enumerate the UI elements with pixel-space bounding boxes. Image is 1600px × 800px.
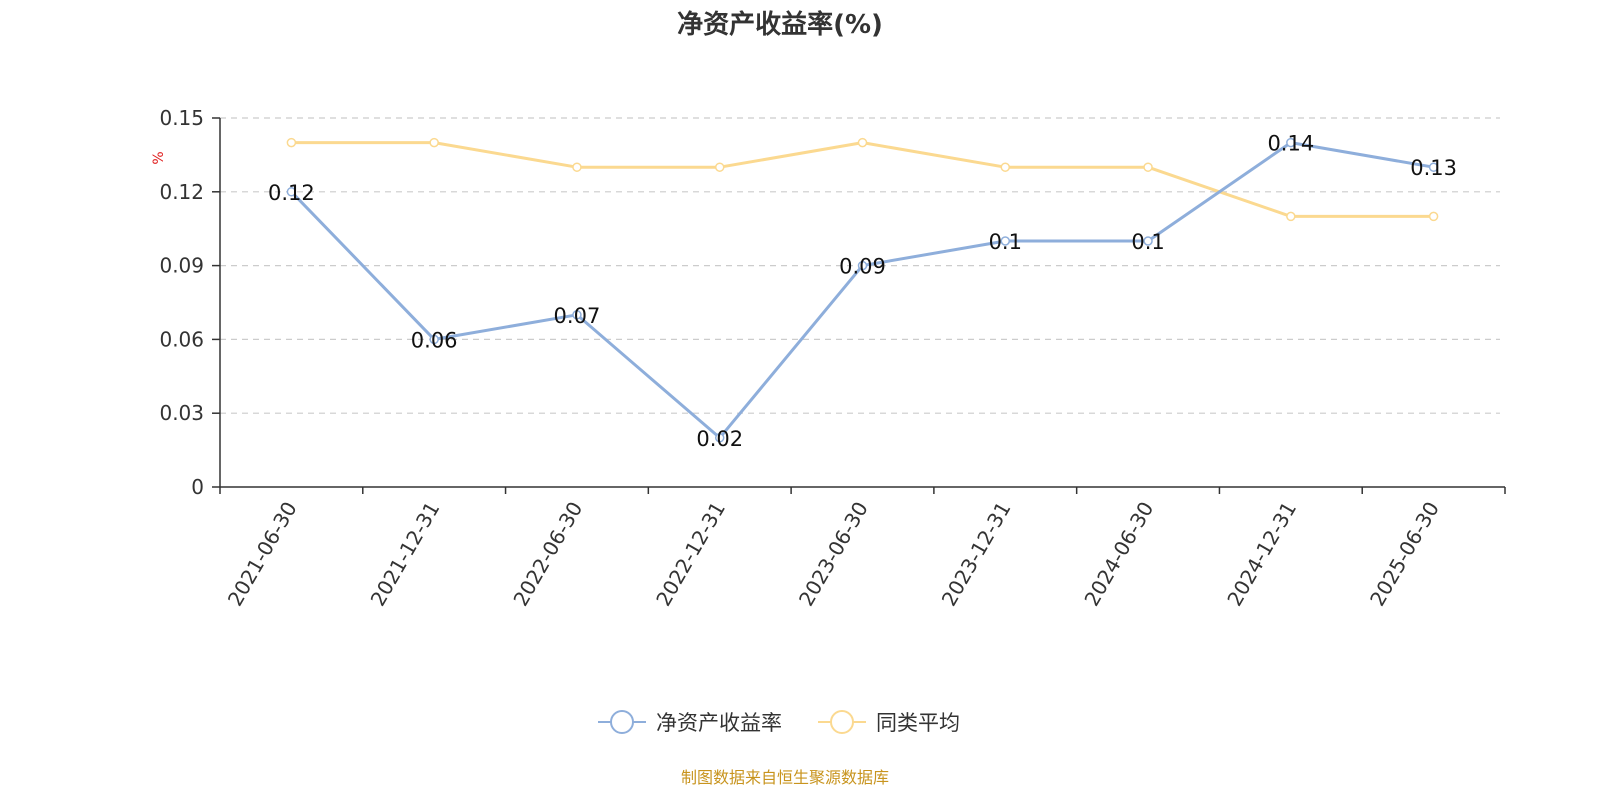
data-label: 0.09 bbox=[839, 255, 886, 279]
axes: 0 0.03 0.06 0.09 0.12 0.15 2021-06-30 2021-12-3… bbox=[159, 106, 1506, 611]
data-labels: 0.12 0.06 0.07 0.02 0.09 0.1 0.1 0.14 0.13 bbox=[268, 132, 1457, 451]
legend-item[interactable]: 净资产收益率 bbox=[598, 710, 782, 735]
x-tick-label: 2023-12-31 bbox=[937, 498, 1016, 611]
x-tick-label: 2024-12-31 bbox=[1222, 498, 1301, 611]
legend-item[interactable]: 同类平均 bbox=[818, 710, 960, 735]
source-note: 制图数据来自恒生聚源数据库 bbox=[680, 768, 889, 787]
data-point bbox=[286, 187, 297, 197]
data-label: 0.07 bbox=[554, 304, 601, 328]
legend-circle-marker bbox=[830, 710, 854, 734]
x-tick-label: 2024-06-30 bbox=[1079, 498, 1158, 611]
data-label: 0.14 bbox=[1267, 132, 1314, 156]
x-tick-label: 2023-06-30 bbox=[794, 498, 873, 611]
legend-label: 净资产收益率 bbox=[656, 711, 782, 735]
x-tick-label: 2025-06-30 bbox=[1365, 498, 1444, 611]
y-tick-label: 0.06 bbox=[159, 327, 204, 351]
x-tick-label: 2021-06-30 bbox=[223, 498, 302, 611]
data-point bbox=[1286, 211, 1296, 222]
data-label: 0.06 bbox=[411, 328, 458, 352]
legend-label: 同类平均 bbox=[876, 711, 960, 735]
y-tick-label: 0.03 bbox=[159, 401, 204, 425]
data-point bbox=[572, 162, 582, 172]
data-label: 0.13 bbox=[1410, 156, 1457, 180]
data-label: 0.1 bbox=[989, 230, 1022, 254]
y-axis-unit-label: % bbox=[151, 151, 167, 164]
x-tick-label: 2021-12-31 bbox=[366, 497, 445, 610]
data-label: 0.1 bbox=[1131, 230, 1164, 254]
chart-title: 净资产收益率(%) bbox=[677, 10, 883, 40]
data-point bbox=[1143, 236, 1153, 246]
data-point bbox=[572, 310, 582, 320]
data-point bbox=[429, 334, 439, 345]
data-point bbox=[714, 433, 725, 443]
data-point bbox=[1428, 211, 1439, 222]
x-tick-label: 2022-06-30 bbox=[508, 498, 587, 611]
data-point bbox=[1000, 162, 1011, 172]
legend[interactable]: 净资产收益率 同类平均 bbox=[598, 710, 960, 735]
series-lines bbox=[286, 137, 1439, 443]
data-point bbox=[857, 137, 868, 148]
series-line bbox=[290, 141, 1434, 440]
data-point bbox=[1000, 236, 1011, 246]
legend-circle-marker bbox=[610, 710, 634, 734]
data-point bbox=[429, 137, 439, 148]
data-point bbox=[1428, 162, 1439, 172]
y-tick-label: 0.09 bbox=[159, 254, 204, 278]
data-point bbox=[714, 162, 725, 172]
y-tick-label: 0 bbox=[191, 475, 204, 499]
data-point bbox=[1286, 137, 1296, 148]
data-point bbox=[857, 260, 868, 271]
data-label: 0.12 bbox=[268, 181, 315, 205]
y-tick-label: 0.12 bbox=[159, 180, 204, 204]
data-point bbox=[1143, 162, 1153, 172]
x-tick-label: 2022-12-31 bbox=[651, 498, 730, 611]
y-tick-label: 0.15 bbox=[159, 106, 204, 130]
series-line bbox=[291, 141, 1434, 218]
data-point bbox=[286, 137, 297, 148]
data-label: 0.02 bbox=[696, 427, 743, 451]
